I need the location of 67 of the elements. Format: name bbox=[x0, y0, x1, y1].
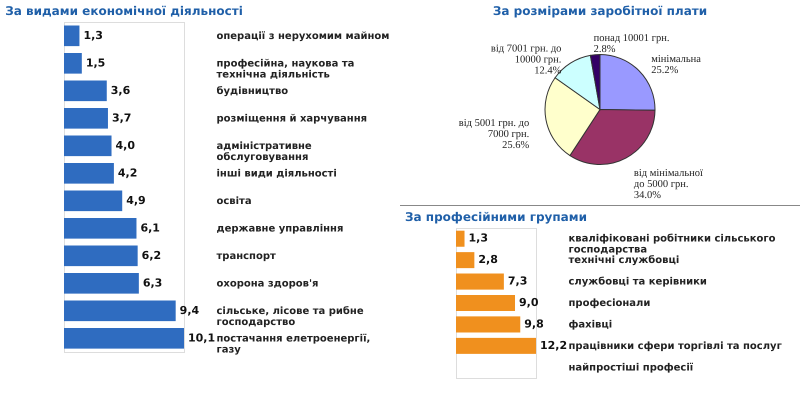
data-label: 10,1 bbox=[188, 331, 216, 344]
bar bbox=[64, 52, 82, 74]
y-tick-label: професійна, наукова та технічна діяльність bbox=[216, 58, 354, 80]
y-tick-label: професіонали bbox=[568, 298, 650, 309]
data-label: 34.0% bbox=[634, 190, 662, 202]
bar bbox=[456, 294, 516, 312]
slice-label: від мінімальної до 5000 грн. bbox=[634, 168, 704, 190]
y-tick-label: найпростіші професії bbox=[568, 362, 694, 374]
data-label: 3,7 bbox=[112, 111, 132, 124]
data-label: 9,8 bbox=[524, 317, 544, 330]
bar bbox=[64, 300, 176, 322]
bar bbox=[64, 218, 136, 239]
data-label: 25.2% bbox=[651, 64, 679, 76]
y-tick-label: інші види діяльності bbox=[216, 168, 337, 180]
bar bbox=[456, 252, 474, 268]
bar bbox=[64, 328, 184, 349]
chart-title: За видами економічної діяльності bbox=[5, 4, 243, 18]
bar bbox=[64, 135, 112, 156]
bar bbox=[64, 80, 107, 102]
data-label: 9,0 bbox=[519, 296, 539, 309]
bar bbox=[64, 108, 108, 129]
y-tick-label: сільське, лісове та рибне господарство bbox=[216, 306, 364, 328]
bar bbox=[64, 245, 138, 266]
y-tick-label: технічні службовці bbox=[568, 255, 680, 266]
chart-title: За розмірами заробітної плати bbox=[492, 4, 708, 18]
y-tick-label: адміністративне обслуговування bbox=[216, 140, 312, 163]
bar bbox=[456, 316, 520, 332]
data-label: 1,5 bbox=[86, 56, 106, 70]
y-tick-label: освіта bbox=[216, 196, 252, 207]
data-label: 1,3 bbox=[83, 28, 103, 42]
data-label: 6,3 bbox=[142, 276, 162, 290]
y-tick-label: будівництво bbox=[216, 86, 288, 97]
y-tick-label: постачання елетроенергії, газу bbox=[216, 333, 370, 356]
data-label: 7,3 bbox=[508, 274, 528, 288]
y-tick-label: розміщення й харчування bbox=[216, 113, 368, 124]
y-tick-label: працівники сфери торгівлі та послуг bbox=[568, 340, 782, 352]
bar bbox=[456, 230, 465, 247]
chart-title: За професійними групами bbox=[405, 210, 587, 224]
y-tick-label: операції з нерухомим майном bbox=[216, 30, 390, 42]
data-label: 4,9 bbox=[126, 194, 146, 207]
slice-label: від 5001 грн. до 7000 грн. bbox=[458, 118, 530, 140]
data-label: 4,2 bbox=[118, 166, 138, 180]
bar bbox=[64, 25, 80, 46]
data-label: 9,4 bbox=[180, 304, 200, 317]
y-tick-label: службовці та керівники bbox=[568, 276, 707, 288]
bar bbox=[64, 190, 122, 212]
data-label: 6,2 bbox=[142, 248, 162, 262]
slice-label: мінімальна bbox=[651, 54, 702, 65]
bar bbox=[456, 338, 536, 354]
data-label: 12,2 bbox=[540, 338, 568, 352]
slice-label: понад 10001 грн. bbox=[594, 32, 670, 44]
data-label: 2.8% bbox=[594, 44, 616, 55]
data-label: 12.4% bbox=[534, 66, 562, 77]
data-label: 25.6% bbox=[502, 140, 530, 151]
data-label: 2,8 bbox=[478, 253, 498, 266]
y-tick-label: охорона здоров'я bbox=[216, 278, 318, 290]
data-label: 4,0 bbox=[116, 138, 136, 152]
y-tick-label: фахівці bbox=[568, 319, 612, 330]
data-label: 3,6 bbox=[110, 84, 131, 97]
bar bbox=[456, 274, 504, 290]
slice-label: від 7001 грн. до 10000 грн. bbox=[490, 44, 562, 66]
bar bbox=[64, 272, 139, 294]
data-label: 1,3 bbox=[468, 232, 488, 245]
y-tick-label: транспорт bbox=[216, 250, 276, 262]
data-label: 6,1 bbox=[140, 221, 160, 234]
y-tick-label: державне управління bbox=[216, 223, 344, 234]
bar bbox=[64, 162, 114, 184]
